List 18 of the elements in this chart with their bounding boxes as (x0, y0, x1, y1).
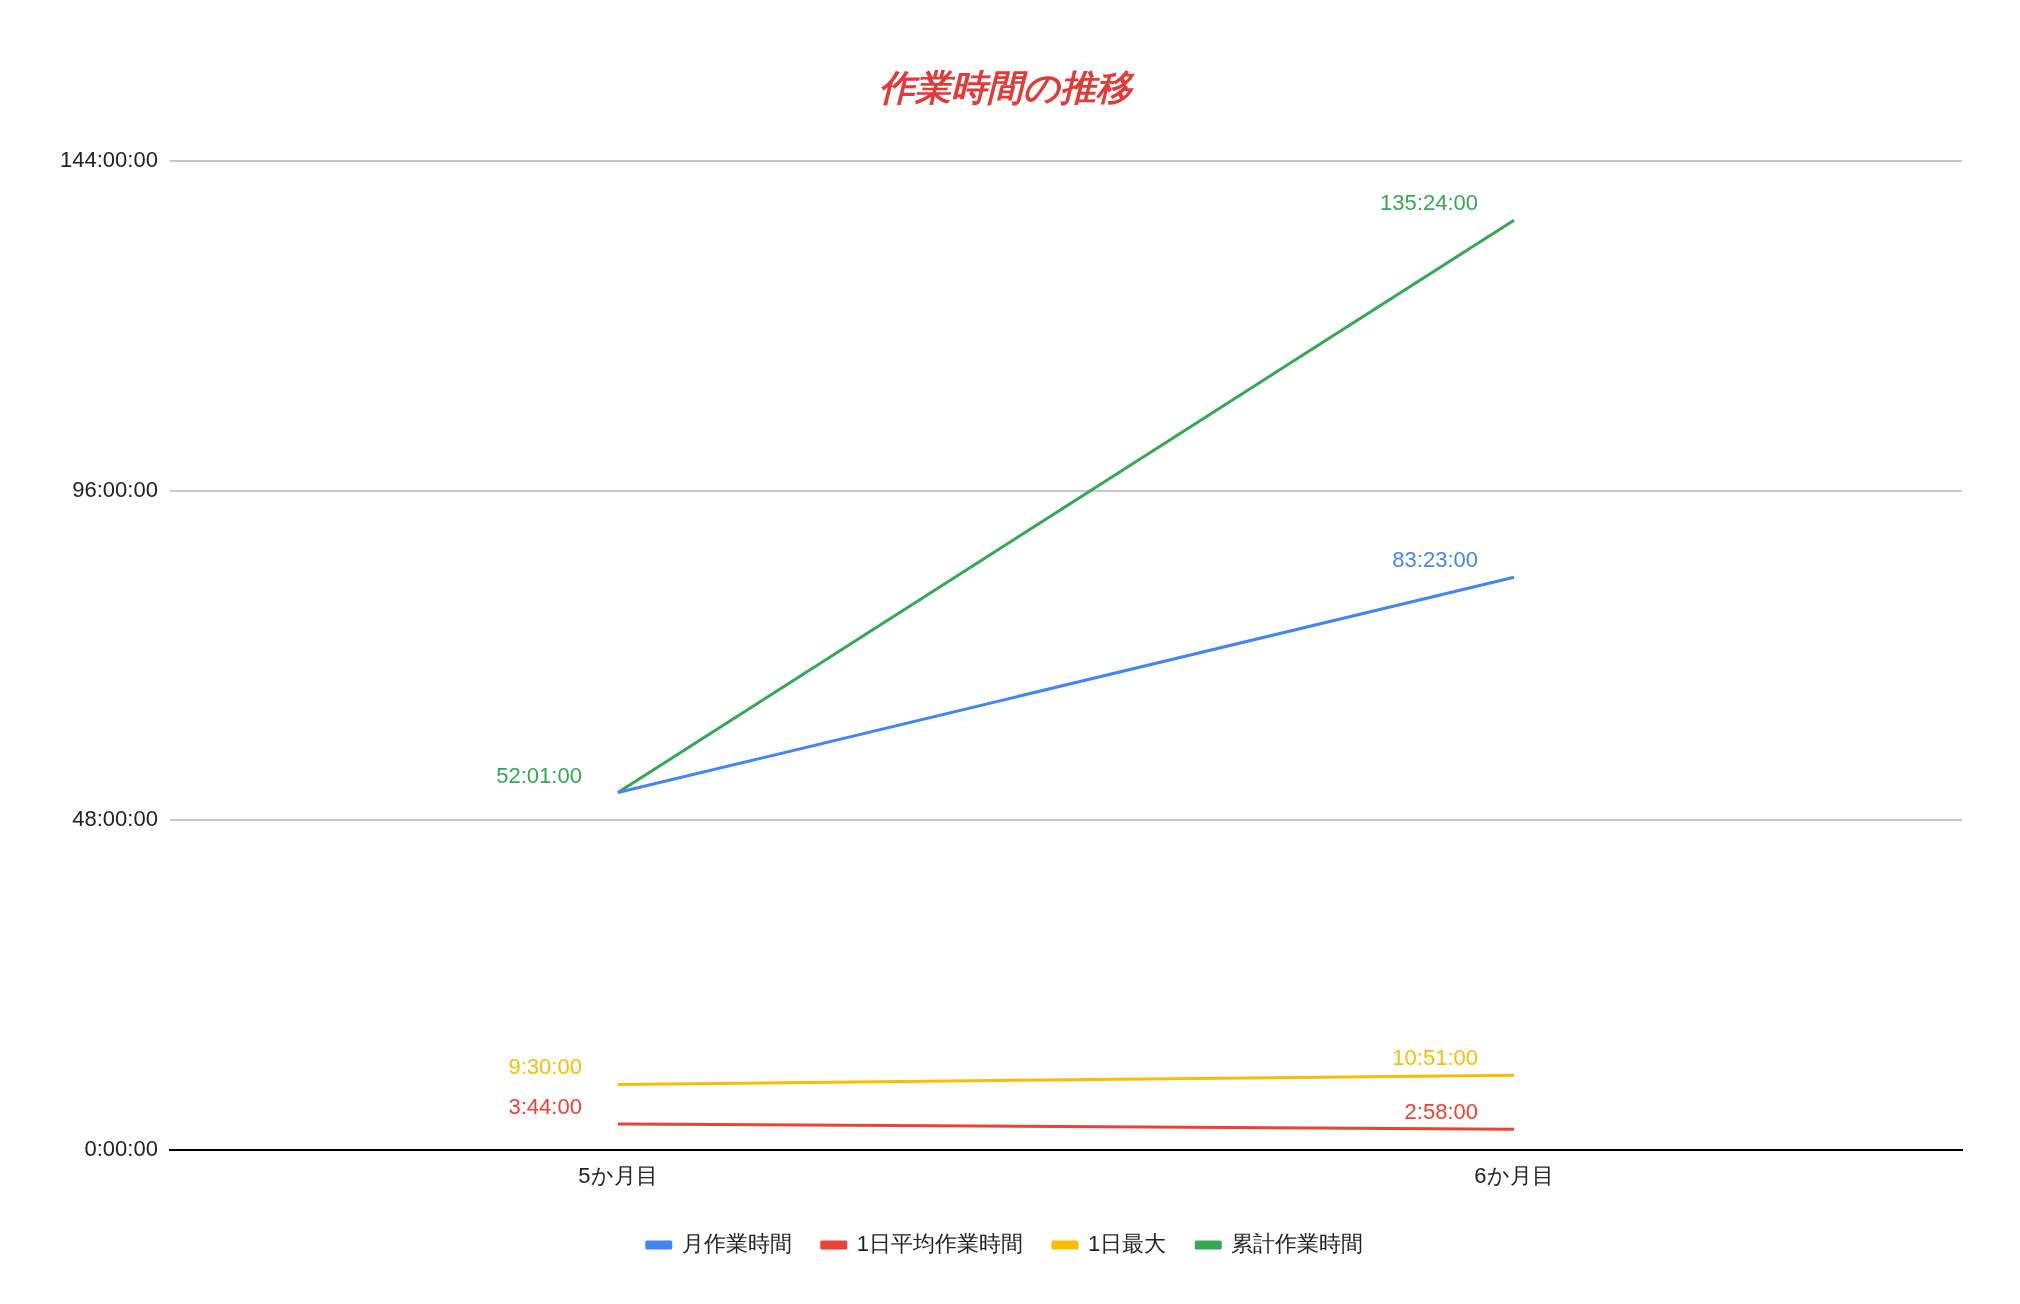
x-tick-label: 5か月目 (578, 1162, 658, 1188)
y-tick-label: 0:00:00 (84, 1135, 158, 1161)
x-tick-label: 6か月目 (1474, 1162, 1554, 1188)
data-label: 83:23:00 (1392, 547, 1478, 573)
data-label: 3:44:00 (508, 1094, 582, 1120)
y-tick-label: 144:00:00 (60, 147, 158, 173)
y-tick-label: 96:00:00 (72, 476, 158, 502)
data-label: 10:51:00 (1392, 1045, 1478, 1071)
legend-label: 1日最大 (1088, 1231, 1167, 1257)
legend-label: 累計作業時間 (1231, 1231, 1364, 1257)
y-tick-label: 48:00:00 (72, 806, 158, 832)
data-label: 9:30:00 (508, 1054, 582, 1080)
data-label: 135:24:00 (1380, 190, 1478, 216)
legend-label: 1日平均作業時間 (856, 1231, 1024, 1257)
legend-label: 月作業時間 (681, 1231, 792, 1257)
data-label: 2:58:00 (1404, 1099, 1478, 1125)
data-label: 52:01:00 (496, 762, 582, 788)
chart-title: 作業時間の推移 (878, 66, 1135, 108)
